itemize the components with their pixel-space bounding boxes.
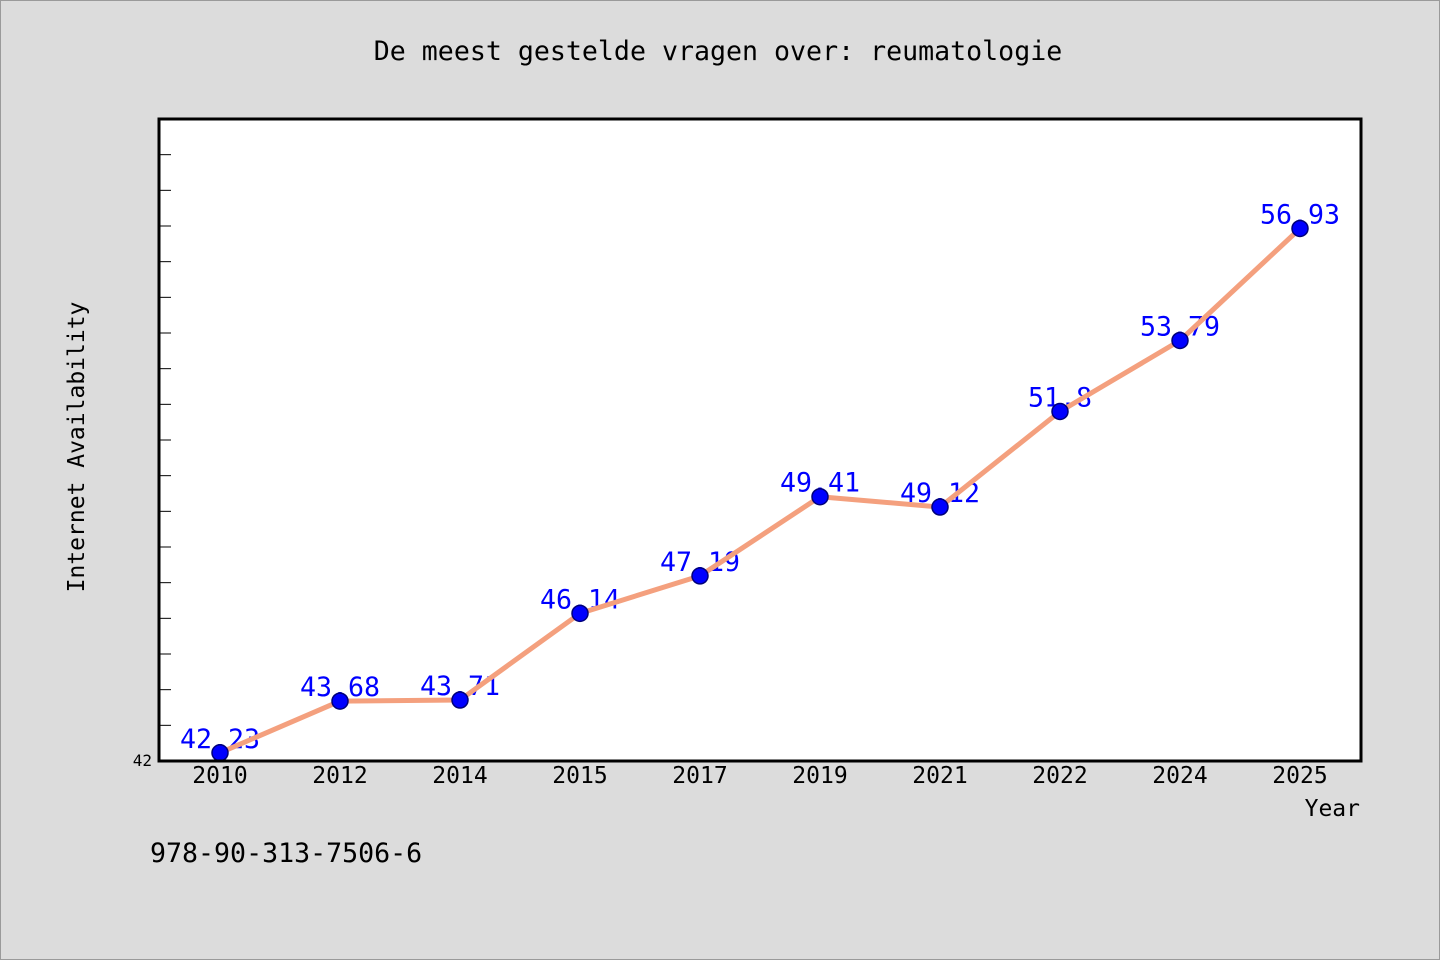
y-axis-ticks bbox=[159, 154, 171, 726]
x-axis-label: Year bbox=[1305, 796, 1360, 822]
data-point bbox=[691, 567, 709, 585]
data-point bbox=[211, 744, 229, 762]
plot-area bbox=[159, 119, 1361, 761]
x-tick-label: 2021 bbox=[912, 763, 967, 789]
chart-title: De meest gestelde vragen over: reumatolo… bbox=[374, 36, 1062, 67]
data-point bbox=[1171, 331, 1189, 350]
x-tick-label: 2022 bbox=[1032, 763, 1087, 789]
plot-border bbox=[157, 117, 1363, 763]
x-tick-label: 2014 bbox=[432, 763, 487, 789]
y-axis-label: Internet Availability bbox=[64, 302, 90, 593]
y-tick-label: 42 bbox=[133, 751, 152, 770]
x-tick-label: 2024 bbox=[1152, 763, 1207, 789]
series-line bbox=[217, 225, 1303, 756]
x-tick-label: 2010 bbox=[192, 763, 247, 789]
x-tick-label: 2017 bbox=[672, 763, 727, 789]
x-axis-tick-labels: 2010 2012 2014 2015 2017 2019 2021 2022 2024 2025 bbox=[192, 763, 1327, 789]
data-point bbox=[571, 604, 589, 623]
data-point bbox=[931, 498, 949, 516]
data-point bbox=[1051, 402, 1069, 421]
x-tick-label: 2025 bbox=[1272, 763, 1327, 789]
data-point bbox=[1291, 219, 1309, 238]
data-point bbox=[811, 487, 829, 506]
footer-isbn: 978-90-313-7506-6 bbox=[150, 838, 422, 869]
x-tick-label: 2019 bbox=[792, 763, 847, 789]
data-point bbox=[331, 692, 349, 710]
x-tick-label: 2015 bbox=[552, 763, 607, 789]
data-point bbox=[451, 691, 469, 709]
data-markers bbox=[211, 219, 1309, 762]
x-tick-label: 2012 bbox=[312, 763, 367, 789]
